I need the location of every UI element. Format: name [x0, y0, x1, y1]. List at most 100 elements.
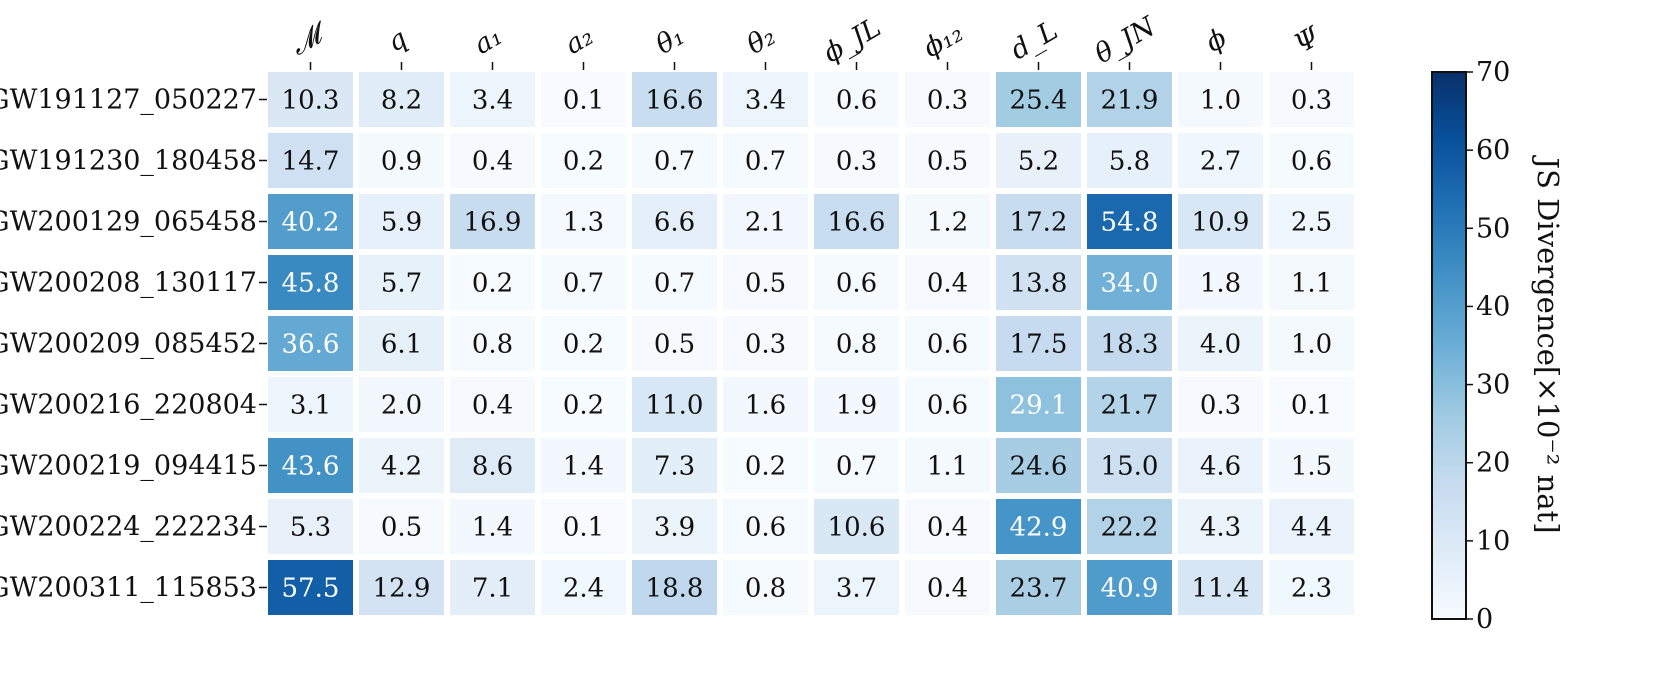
heatmap-cell — [1178, 255, 1263, 310]
cell-value: 2.5 — [1291, 208, 1332, 238]
cell-value: 17.5 — [1010, 330, 1068, 360]
heatmap-cell — [814, 438, 899, 493]
heatmap-cell — [1178, 377, 1263, 432]
cell-value: 0.8 — [472, 330, 513, 360]
row-label: GW200209_085452 — [0, 329, 257, 360]
cell-value: 18.8 — [646, 574, 704, 604]
cell-value: 42.9 — [1010, 513, 1068, 543]
cell-value: 0.3 — [1291, 86, 1332, 116]
cell-value: 1.4 — [472, 513, 513, 543]
row-label: GW191127_050227 — [0, 85, 257, 116]
heatmap-cell — [814, 72, 899, 127]
heatmap-cell — [814, 377, 899, 432]
heatmap-cell — [359, 438, 444, 493]
row-label: GW200219_094415 — [0, 451, 257, 482]
heatmap-cell — [632, 560, 717, 615]
cell-value: 6.1 — [381, 330, 422, 360]
cell-value: 1.9 — [836, 391, 877, 421]
row-label: GW200129_065458 — [0, 207, 257, 238]
cell-value: 4.6 — [1200, 452, 1241, 482]
colorbar-tick-label: 30 — [1476, 370, 1510, 401]
heatmap-cell — [450, 499, 535, 554]
heatmap-cell — [359, 255, 444, 310]
heatmap-cell — [1178, 560, 1263, 615]
cell-value: 0.4 — [927, 513, 968, 543]
cell-value: 25.4 — [1010, 86, 1068, 116]
cell-value: 0.6 — [836, 86, 877, 116]
cell-value: 0.6 — [927, 391, 968, 421]
cell-value: 3.7 — [836, 574, 877, 604]
heatmap-cell — [1178, 194, 1263, 249]
heatmap-cell — [996, 316, 1081, 371]
cell-value: 10.3 — [282, 86, 340, 116]
heatmap-cell — [905, 438, 990, 493]
cell-value: 1.1 — [1291, 269, 1332, 299]
cell-value: 1.2 — [927, 208, 968, 238]
heatmap-cell — [268, 499, 353, 554]
heatmap-cell — [996, 438, 1081, 493]
cell-value: 0.1 — [1291, 391, 1332, 421]
cell-value: 0.2 — [563, 391, 604, 421]
cell-value: 3.1 — [290, 391, 331, 421]
heatmap-cell — [1269, 255, 1354, 310]
heatmap-cell — [905, 499, 990, 554]
heatmap-cell — [723, 499, 808, 554]
column-label: d_L — [1005, 15, 1063, 66]
heatmap-cell — [450, 377, 535, 432]
cell-value: 0.2 — [563, 147, 604, 177]
heatmap-cell — [1269, 194, 1354, 249]
heatmap-cell — [450, 560, 535, 615]
cell-value: 0.6 — [745, 513, 786, 543]
colorbar: 0 10 20 30 40 50 60 70 JS Divergence[×10⁻² nat] — [1431, 57, 1565, 635]
cell-value: 0.8 — [836, 330, 877, 360]
cell-value: 0.2 — [563, 330, 604, 360]
heatmap-cell — [450, 72, 535, 127]
colorbar-tick-label: 60 — [1476, 135, 1510, 166]
heatmap-cell — [268, 377, 353, 432]
cell-value: 23.7 — [1010, 574, 1068, 604]
heatmap-cell — [905, 194, 990, 249]
heatmap-cell — [814, 560, 899, 615]
heatmap-cell — [1269, 72, 1354, 127]
colorbar-gradient — [1431, 71, 1467, 620]
cell-value: 1.4 — [563, 452, 604, 482]
cell-value: 11.4 — [1192, 574, 1250, 604]
cell-value: 0.6 — [1291, 147, 1332, 177]
cell-value: 2.1 — [745, 208, 786, 238]
heatmap-cell — [268, 560, 353, 615]
heatmap-cell — [541, 560, 626, 615]
cell-value: 0.5 — [381, 513, 422, 543]
row-label: GW200224_222234 — [0, 512, 257, 543]
cell-value: 0.1 — [563, 513, 604, 543]
cell-value: 0.7 — [836, 452, 877, 482]
heatmap-cell — [359, 316, 444, 371]
row-label: GW191230_180458 — [0, 146, 257, 177]
heatmap-cell — [905, 316, 990, 371]
cell-value: 0.6 — [927, 330, 968, 360]
cell-value: 16.6 — [646, 86, 704, 116]
heatmap-cell — [723, 377, 808, 432]
heatmap-cell — [632, 255, 717, 310]
heatmap-cell — [632, 499, 717, 554]
cell-value: 14.7 — [282, 147, 340, 177]
heatmap-cell — [1178, 72, 1263, 127]
heatmap-cell — [359, 72, 444, 127]
heatmap-cell — [541, 377, 626, 432]
cell-value: 57.5 — [282, 574, 340, 604]
cell-value: 17.2 — [1010, 208, 1068, 238]
heatmap-cell — [359, 133, 444, 188]
heatmap-cell — [359, 560, 444, 615]
cell-value: 13.8 — [1010, 269, 1068, 299]
heatmap-cell — [996, 72, 1081, 127]
cell-value: 24.6 — [1010, 452, 1068, 482]
cell-value: 1.8 — [1200, 269, 1241, 299]
heatmap-cell — [1178, 316, 1263, 371]
heatmap-cell — [268, 438, 353, 493]
colorbar-tick-label: 0 — [1476, 604, 1493, 635]
heatmap-cell — [1178, 438, 1263, 493]
heatmap-cell — [1087, 438, 1172, 493]
cell-value: 0.5 — [927, 147, 968, 177]
cell-value: 5.8 — [1109, 147, 1150, 177]
